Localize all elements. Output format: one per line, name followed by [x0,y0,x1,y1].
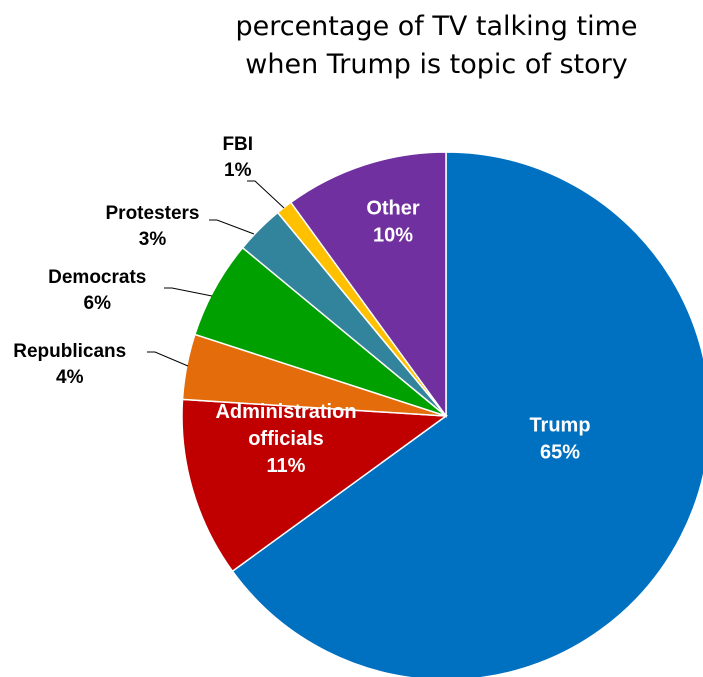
label-trump: Trump 65% [529,415,590,464]
leader-line-fbi [247,180,285,209]
label-administration-officials: Administration officials 11% [215,401,356,477]
leader-line-protesters [209,219,255,235]
slice-other [289,151,447,419]
chart-title-line-1: percentage of TV talking time [235,11,638,42]
slice-administration-officials [181,398,449,573]
leader-line-democrats [164,287,213,297]
label-democrats: Democrats 6% [48,267,146,314]
chart-title: percentage of TV talking time when Trump… [0,8,703,84]
label-fbi: FBI 1% [222,134,253,181]
label-protesters: Protesters 3% [106,203,200,250]
slice-trump [231,151,703,677]
label-republicans: Republicans 4% [13,341,126,388]
chart-title-line-2: when Trump is topic of story [245,49,628,80]
label-other: Other 10% [366,198,420,247]
leader-line-republicans [147,351,189,367]
